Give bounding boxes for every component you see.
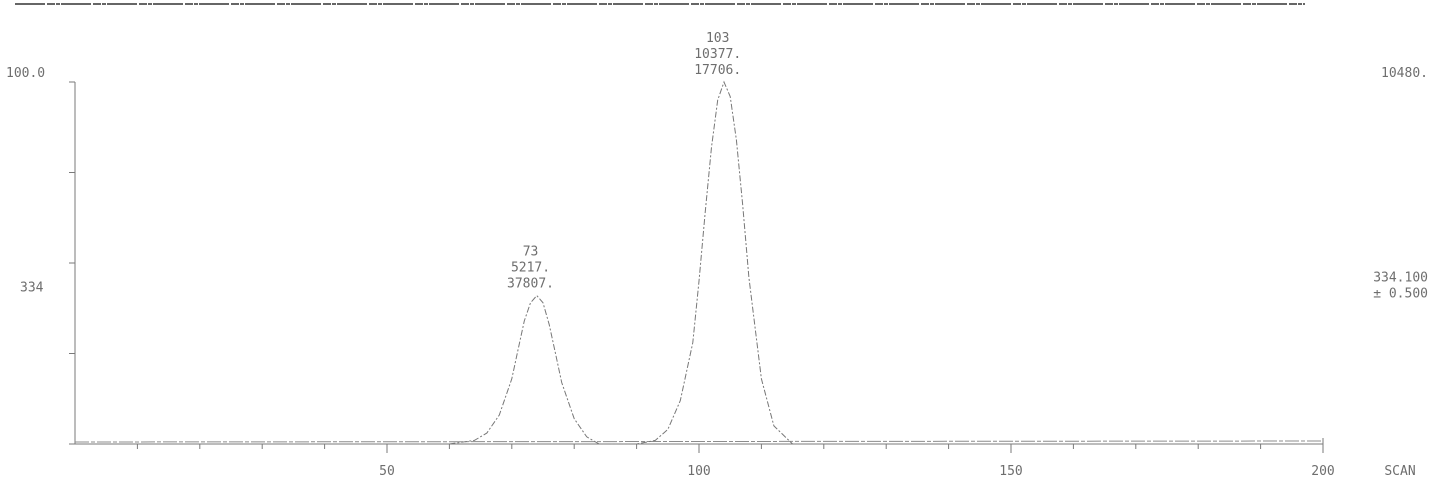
x-tick-label: 200: [1311, 464, 1334, 479]
x-axis-unit-label: SCAN: [1384, 464, 1415, 479]
peak-annotation-label: 10377.: [694, 47, 741, 62]
y-axis-top-label: 100.0: [6, 66, 45, 81]
max-intensity-label: 10480.: [1381, 66, 1428, 81]
x-tick-label: 100: [687, 464, 710, 479]
mass-tolerance-label: ± 0.500: [1373, 287, 1428, 302]
y-axis-mass-label: 334: [20, 281, 44, 296]
mass-label: 334.100: [1373, 271, 1428, 286]
x-tick-label: 150: [999, 464, 1022, 479]
peak-annotation-label: 5217.: [511, 261, 550, 276]
peak-annotation-label: 73: [523, 245, 539, 260]
peak-annotation-label: 17706.: [694, 63, 741, 78]
ion-trace-line: [449, 80, 793, 445]
baseline-trace: [74, 440, 1324, 443]
x-tick-label: 50: [379, 464, 395, 479]
peak-annotation-label: 103: [706, 31, 729, 46]
peak-annotation-label: 37807.: [507, 277, 554, 292]
